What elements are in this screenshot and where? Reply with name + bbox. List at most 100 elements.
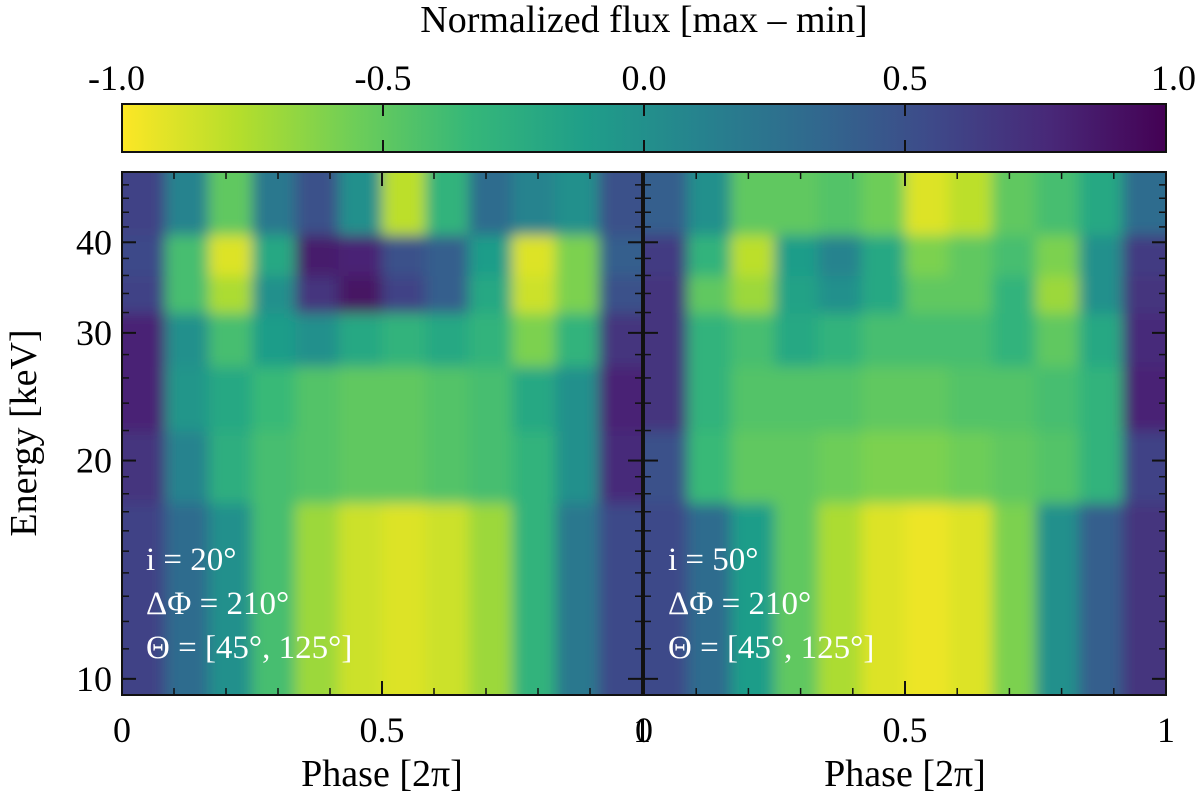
heatmap-cell	[948, 172, 993, 236]
heatmap-cell	[338, 234, 383, 277]
annotation-left-theta: Θ = [45°, 125°]	[146, 630, 353, 666]
heatmap-cell	[382, 502, 427, 695]
colorbar-tick-label: -1.0	[88, 58, 145, 98]
heatmap-cell	[165, 430, 210, 504]
heatmap-cell	[644, 275, 689, 314]
heatmap-cell	[1122, 172, 1166, 236]
heatmap-cell	[122, 172, 167, 236]
y-tick-label: 10	[76, 659, 112, 699]
heatmap-cell	[861, 275, 906, 314]
heatmap-cell	[774, 366, 819, 432]
heatmap-cell	[338, 502, 383, 695]
heatmap-cell	[555, 366, 600, 432]
y-tick-label: 40	[76, 222, 112, 262]
heatmap-cell	[948, 275, 993, 314]
heatmap-cell	[165, 502, 210, 695]
heatmap-cell	[774, 172, 819, 236]
heatmap-cell	[687, 366, 732, 432]
heatmap-cell	[687, 275, 732, 314]
heatmap-cell	[252, 172, 297, 236]
heatmap-cell	[208, 172, 253, 236]
colorbar-tick-label: 0.0	[622, 58, 667, 98]
heatmap-cell	[1122, 366, 1166, 432]
heatmap-cell	[252, 234, 297, 277]
panel-right-ticks: 0 0.5 1	[635, 172, 1175, 750]
heatmap-cell	[992, 502, 1037, 695]
heatmap-cell	[598, 366, 642, 432]
heatmap-cell	[252, 366, 297, 432]
heatmap-cell	[948, 312, 993, 367]
heatmap-cell	[731, 234, 776, 277]
heatmap-cell	[165, 312, 210, 367]
heatmap-cell	[598, 172, 642, 236]
heatmap-cell	[165, 366, 210, 432]
heatmap-cell	[295, 502, 340, 695]
heatmap-cell	[512, 172, 557, 236]
heatmap-cell	[905, 366, 950, 432]
heatmap-cell	[295, 366, 340, 432]
heatmap-cell	[295, 172, 340, 236]
heatmap-cell	[687, 312, 732, 367]
heatmap-cell	[1035, 502, 1080, 695]
heatmap-cell	[948, 430, 993, 504]
x-tick-label: 0	[635, 710, 653, 750]
heatmap-cell	[1035, 234, 1080, 277]
heatmap-cell	[468, 312, 513, 367]
heatmap-cell	[992, 172, 1037, 236]
heatmap-cell	[992, 312, 1037, 367]
heatmap-cell	[165, 172, 210, 236]
heatmap-cell	[425, 275, 470, 314]
colorbar-tick-labels: -1.0 -0.5 0.0 0.5 1.0	[88, 58, 1196, 98]
heatmap-cell	[861, 502, 906, 695]
heatmap-cell	[122, 502, 167, 695]
heatmap-cell	[382, 312, 427, 367]
heatmap-cell	[295, 312, 340, 367]
colorbar-title: Normalized flux [max – min]	[420, 0, 867, 41]
heatmap-cell	[425, 172, 470, 236]
heatmap-cell	[598, 312, 642, 367]
x-axis-label-left: Phase [2π]	[301, 753, 463, 795]
heatmap-cell	[905, 312, 950, 367]
heatmap-cell	[512, 275, 557, 314]
heatmap-cell	[992, 275, 1037, 314]
heatmap-cells-right	[644, 172, 1166, 695]
heatmap-cell	[382, 430, 427, 504]
heatmap-cell	[598, 502, 642, 695]
panel-left-ticks: 0 0.5 1 10 20 30 40	[76, 172, 651, 750]
heatmap-cell	[1079, 366, 1124, 432]
heatmap-cell	[861, 172, 906, 236]
heatmap-cell	[555, 234, 600, 277]
heatmap-cell	[774, 502, 819, 695]
heatmap-cell	[598, 430, 642, 504]
heatmap-cell	[644, 312, 689, 367]
annotation-left-inclination: i = 20°	[146, 542, 237, 578]
heatmap-cell	[905, 502, 950, 695]
heatmap-cell	[1035, 312, 1080, 367]
x-tick-label: 0.5	[360, 710, 405, 750]
heatmap-cell	[512, 502, 557, 695]
heatmap-cell	[1122, 275, 1166, 314]
heatmap-cell	[468, 430, 513, 504]
heatmap-cell	[948, 502, 993, 695]
heatmap-cell	[861, 312, 906, 367]
heatmap-cell	[818, 172, 863, 236]
annotation-left-delta-phi: ΔΦ = 210°	[146, 586, 290, 622]
heatmap-cell	[905, 275, 950, 314]
heatmap-cell	[425, 502, 470, 695]
heatmap-cell	[731, 366, 776, 432]
heatmap-cell	[555, 312, 600, 367]
heatmap-cell	[598, 275, 642, 314]
annotation-right-delta-phi: ΔΦ = 210°	[668, 586, 812, 622]
heatmap-cell	[425, 430, 470, 504]
heatmap-cell	[861, 234, 906, 277]
heatmap-cell	[861, 366, 906, 432]
heatmap-cells-left	[122, 172, 642, 695]
heatmap-cell	[555, 430, 600, 504]
heatmap-left	[122, 172, 642, 695]
heatmap-cell	[338, 366, 383, 432]
heatmap-cell	[555, 172, 600, 236]
heatmap-cell	[425, 312, 470, 367]
heatmap-cell	[208, 366, 253, 432]
annotation-right: i = 50° ΔΦ = 210° Θ = [45°, 125°]	[668, 538, 874, 670]
